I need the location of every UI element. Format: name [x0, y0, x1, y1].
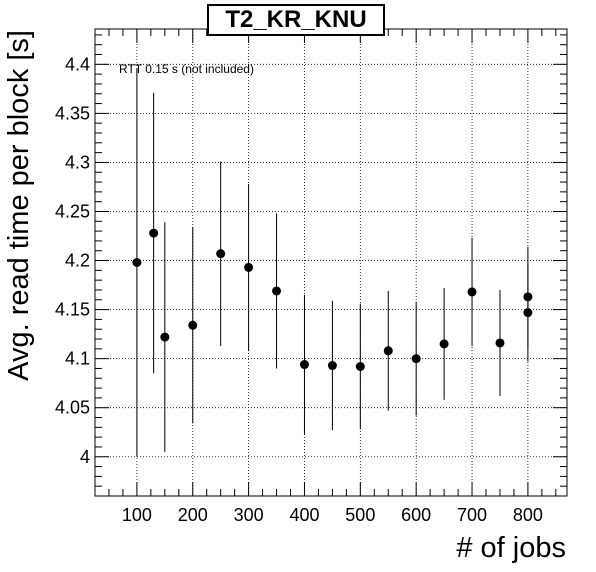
data-point	[439, 339, 449, 349]
x-tick-labels: 100 200 300 400 500 600 700 800	[122, 505, 543, 525]
x-tick-label: 700	[457, 505, 487, 525]
x-tick-label: 400	[289, 505, 319, 525]
chart-title: T2_KR_KNU	[225, 6, 367, 33]
y-tick-label: 4.15	[55, 300, 90, 320]
data-point	[355, 361, 365, 371]
data-point	[188, 320, 198, 330]
axis-ticks	[94, 29, 567, 497]
y-tick-label: 4.25	[55, 201, 90, 221]
y-axis-label: Avg. read time per block [s]	[3, 30, 35, 381]
x-tick-label: 100	[122, 505, 152, 525]
chart-title-box: T2_KR_KNU	[207, 4, 385, 36]
x-tick-label: 800	[513, 505, 543, 525]
x-tick-label: 300	[234, 505, 264, 525]
y-tick-label: 4.4	[65, 54, 90, 74]
data-point	[467, 287, 477, 297]
data-series	[132, 68, 533, 457]
plot-frame	[94, 28, 568, 497]
y-tick-label: 4.35	[55, 103, 90, 123]
x-tick-label: 200	[178, 505, 208, 525]
x-tick-label: 600	[401, 505, 431, 525]
x-tick-label: 500	[345, 505, 375, 525]
y-tick-label: 4.05	[55, 398, 90, 418]
y-tick-label: 4	[80, 447, 90, 467]
data-point	[383, 346, 393, 356]
y-tick-label: 4.1	[65, 349, 90, 369]
rtt-annotation: RTT 0.15 s (not included)	[119, 62, 254, 76]
data-point	[327, 361, 337, 371]
x-axis-label: # of jobs	[456, 532, 566, 564]
data-point	[216, 249, 226, 259]
data-point	[160, 332, 170, 342]
data-point	[132, 258, 142, 267]
data-point	[299, 360, 309, 370]
data-point	[272, 286, 282, 296]
y-tick-label: 4.2	[65, 251, 90, 271]
grid-lines	[95, 29, 567, 496]
data-point	[149, 228, 159, 238]
data-point	[523, 292, 533, 302]
data-point	[495, 338, 505, 348]
data-point	[244, 262, 254, 272]
y-tick-label: 4.3	[65, 152, 90, 172]
data-point	[411, 354, 421, 364]
y-tick-labels: 4 4.05 4.1 4.15 4.2 4.25 4.3 4.35 4.4	[55, 54, 90, 466]
